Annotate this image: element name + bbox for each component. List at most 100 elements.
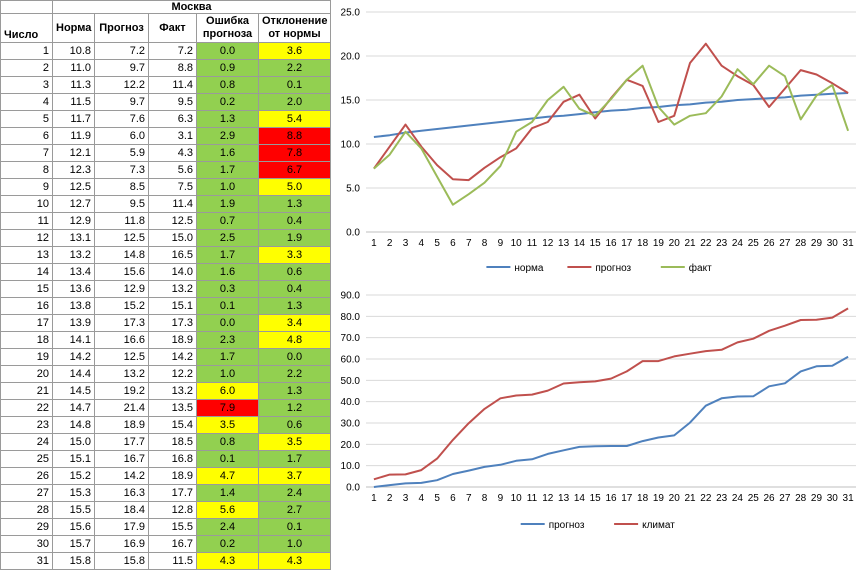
forecast-error-cell: 1.7: [196, 348, 259, 366]
x-tick-label: 2: [387, 238, 393, 249]
forecast-cell: 11.8: [94, 212, 149, 230]
x-tick-label: 21: [684, 493, 696, 504]
norm-cell: 12.7: [52, 195, 95, 213]
x-tick-label: 24: [732, 238, 744, 249]
forecast-error-cell: 1.7: [196, 246, 259, 264]
forecast-error-cell: 2.5: [196, 229, 259, 247]
y-tick-label: 80.0: [341, 312, 361, 323]
y-tick-label: 15.0: [341, 96, 361, 107]
fact-cell: 8.8: [148, 59, 197, 77]
day-cell: 4: [0, 93, 53, 111]
fact-cell: 4.3: [148, 144, 197, 162]
day-cell: 25: [0, 450, 53, 468]
x-tick-label: 26: [764, 238, 776, 249]
x-tick-label: 15: [590, 493, 602, 504]
day-cell: 27: [0, 484, 53, 502]
day-cell: 23: [0, 416, 53, 434]
table-row: 16 13.8 15.2 15.1 0.1 1.3: [0, 297, 331, 315]
header-row-city: Москва: [0, 0, 331, 14]
fact-cell: 12.8: [148, 501, 197, 519]
fact-cell: 16.5: [148, 246, 197, 264]
x-tick-label: 1: [371, 238, 377, 249]
deviation-cell: 6.7: [258, 161, 331, 179]
forecast-cell: 19.2: [94, 382, 149, 400]
deviation-cell: 1.7: [258, 450, 331, 468]
x-tick-label: 18: [637, 238, 649, 249]
norm-cell: 13.6: [52, 280, 95, 298]
forecast-cell: 16.9: [94, 535, 149, 553]
forecast-cell: 16.6: [94, 331, 149, 349]
table-row: 17 13.9 17.3 17.3 0.0 3.4: [0, 314, 331, 332]
norm-cell: 11.9: [52, 127, 95, 145]
forecast-error-cell: 1.4: [196, 484, 259, 502]
x-tick-label: 8: [482, 238, 488, 249]
forecast-cell: 17.7: [94, 433, 149, 451]
table-row: 25 15.1 16.7 16.8 0.1 1.7: [0, 450, 331, 468]
norm-cell: 12.3: [52, 161, 95, 179]
x-tick-label: 27: [779, 238, 791, 249]
table-row: 3 11.3 12.2 11.4 0.8 0.1: [0, 76, 331, 94]
forecast-error-cell: 0.0: [196, 42, 259, 60]
legend-label: прогноз: [549, 520, 585, 531]
day-cell: 29: [0, 518, 53, 536]
forecast-cell: 17.3: [94, 314, 149, 332]
fact-cell: 14.2: [148, 348, 197, 366]
forecast-cell: 12.9: [94, 280, 149, 298]
fact-cell: 13.5: [148, 399, 197, 417]
table-row: 30 15.7 16.9 16.7 0.2 1.0: [0, 535, 331, 553]
fact-cell: 17.3: [148, 314, 197, 332]
deviation-cell: 0.6: [258, 263, 331, 281]
deviation-cell: 1.9: [258, 229, 331, 247]
x-tick-label: 23: [716, 238, 728, 249]
deviation-cell: 1.2: [258, 399, 331, 417]
norm-cell: 12.9: [52, 212, 95, 230]
norm-cell: 13.2: [52, 246, 95, 264]
fact-cell: 18.5: [148, 433, 197, 451]
day-cell: 31: [0, 552, 53, 570]
fact-cell: 18.9: [148, 331, 197, 349]
deviation-cell: 3.6: [258, 42, 331, 60]
norm-cell: 11.0: [52, 59, 95, 77]
deviation-cell: 3.5: [258, 433, 331, 451]
day-cell: 26: [0, 467, 53, 485]
fact-cell: 16.8: [148, 450, 197, 468]
norm-cell: 11.3: [52, 76, 95, 94]
y-tick-label: 0.0: [346, 483, 360, 494]
x-tick-label: 31: [843, 238, 855, 249]
day-cell: 7: [0, 144, 53, 162]
city-header: Москва: [52, 0, 331, 14]
day-cell: 14: [0, 263, 53, 281]
table-row: 9 12.5 8.5 7.5 1.0 5.0: [0, 178, 331, 196]
forecast-error-cell: 1.3: [196, 110, 259, 128]
forecast-cell: 9.7: [94, 59, 149, 77]
forecast-error-cell: 0.2: [196, 93, 259, 111]
day-cell: 28: [0, 501, 53, 519]
forecast-error-cell: 3.5: [196, 416, 259, 434]
norm-cell: 14.2: [52, 348, 95, 366]
x-tick-label: 25: [748, 493, 760, 504]
forecast-error-cell: 7.9: [196, 399, 259, 417]
fact-cell: 15.1: [148, 297, 197, 315]
x-tick-label: 4: [419, 493, 425, 504]
forecast-cell: 9.7: [94, 93, 149, 111]
forecast-cell: 12.5: [94, 348, 149, 366]
norm-cell: 10.8: [52, 42, 95, 60]
deviation-cell: 0.1: [258, 518, 331, 536]
x-tick-label: 30: [827, 493, 839, 504]
forecast-error-cell: 2.3: [196, 331, 259, 349]
norm-cell: 15.5: [52, 501, 95, 519]
fact-cell: 6.3: [148, 110, 197, 128]
y-tick-label: 90.0: [341, 291, 361, 302]
forecast-cell: 6.0: [94, 127, 149, 145]
day-cell: 2: [0, 59, 53, 77]
forecast-error-cell: 0.8: [196, 433, 259, 451]
x-tick-label: 17: [621, 493, 633, 504]
deviation-cell: 0.1: [258, 76, 331, 94]
norm-cell: 15.3: [52, 484, 95, 502]
day-cell: 24: [0, 433, 53, 451]
table-row: 18 14.1 16.6 18.9 2.3 4.8: [0, 331, 331, 349]
forecast-error-cell: 0.3: [196, 280, 259, 298]
forecast-cell: 15.6: [94, 263, 149, 281]
x-tick-label: 22: [700, 493, 712, 504]
table-row: 31 15.8 15.8 11.5 4.3 4.3: [0, 552, 331, 570]
